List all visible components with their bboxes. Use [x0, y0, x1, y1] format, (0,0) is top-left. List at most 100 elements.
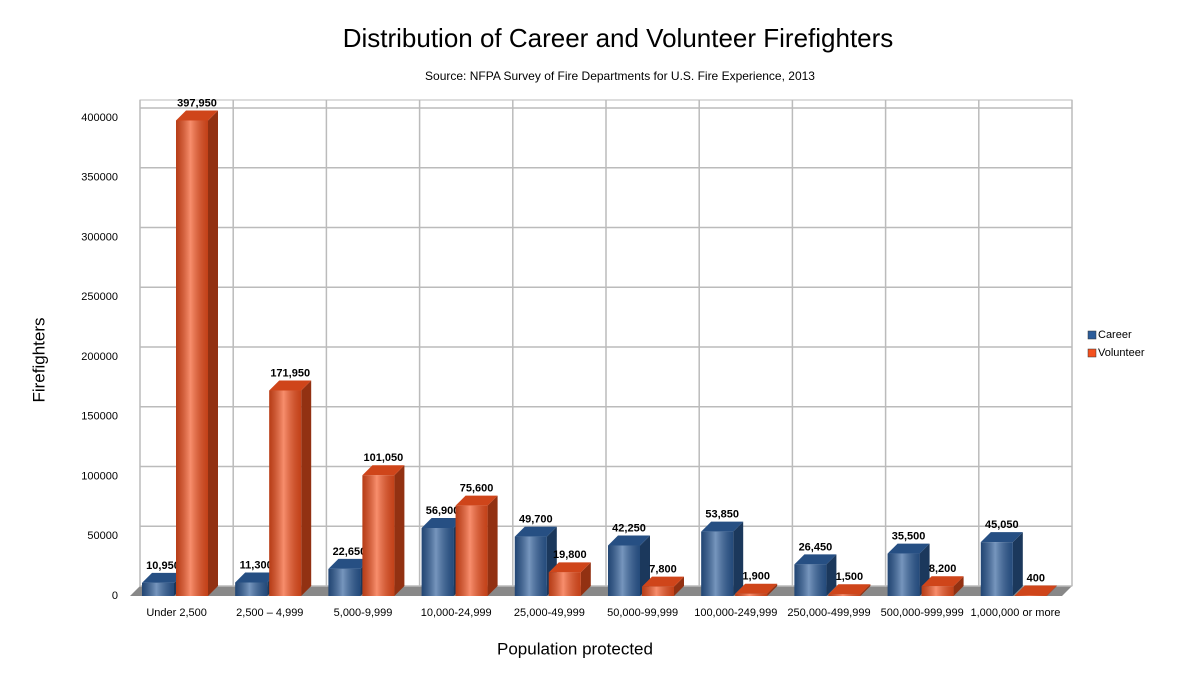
bar-shine — [328, 568, 361, 596]
bar-top — [421, 518, 464, 529]
value-label: 101,050 — [364, 452, 404, 464]
bar-top — [269, 380, 312, 391]
value-label: 49,700 — [519, 514, 553, 526]
value-label: 8,200 — [929, 563, 957, 575]
x-tick-label: 1,000,000 or more — [970, 607, 1060, 619]
bar-top — [887, 543, 930, 554]
legend-label: Volunteer — [1098, 347, 1145, 359]
value-label: 22,650 — [333, 546, 367, 558]
bar-top — [1014, 585, 1057, 596]
x-tick-label: Under 2,500 — [146, 607, 207, 619]
bar-top — [828, 584, 871, 595]
bar-shine — [362, 475, 395, 596]
value-label: 7,800 — [649, 564, 677, 576]
bar-top — [642, 576, 684, 587]
bar-top — [176, 110, 218, 121]
bar-shine — [608, 545, 640, 596]
x-tick-label: 25,000-49,999 — [514, 607, 585, 619]
x-tick-label: 50,000-99,999 — [607, 607, 678, 619]
bar-shine — [701, 531, 734, 596]
value-label: 45,050 — [985, 519, 1019, 531]
bar-top — [608, 535, 650, 546]
bar-shine — [921, 586, 954, 596]
bar-side — [487, 495, 498, 596]
x-axis-label: Population protected — [497, 639, 653, 658]
chart-subtitle: Source: NFPA Survey of Fire Departments … — [425, 69, 815, 83]
value-label: 1,500 — [836, 571, 864, 583]
legend-swatch — [1087, 330, 1097, 340]
bar-side — [953, 576, 964, 596]
value-label: 75,600 — [460, 483, 494, 495]
bar-top — [548, 562, 591, 573]
y-tick-label: 200000 — [81, 351, 118, 363]
value-label: 35,500 — [892, 530, 926, 542]
x-tick-label: 10,000-24,999 — [421, 607, 492, 619]
bar-top — [701, 521, 744, 532]
x-tick-label: 5,000-9,999 — [334, 607, 393, 619]
value-label: 19,800 — [553, 549, 587, 561]
bar-shine — [269, 390, 302, 596]
bar-top — [455, 495, 498, 506]
y-tick-label: 400000 — [81, 112, 118, 124]
bar-top — [328, 558, 371, 569]
bar-shine — [642, 586, 674, 596]
bar-shine — [980, 542, 1013, 596]
bar-side — [1046, 585, 1057, 596]
value-label: 42,250 — [612, 522, 646, 534]
bar-side — [640, 535, 650, 596]
y-tick-label: 0 — [112, 590, 118, 602]
bar-top — [514, 526, 557, 537]
y-tick-label: 300000 — [81, 231, 118, 243]
bar-side — [580, 562, 591, 596]
bar-shine — [887, 553, 920, 596]
legend-label: Career — [1098, 329, 1132, 341]
bar-shine — [735, 593, 768, 596]
x-tick-label: 500,000-999,999 — [881, 607, 964, 619]
bar-top — [921, 576, 964, 587]
value-label: 400 — [1027, 572, 1045, 584]
value-label: 56,900 — [426, 505, 460, 517]
bar-shine — [455, 505, 488, 596]
value-label: 171,950 — [270, 367, 310, 379]
y-tick-label: 100000 — [81, 470, 118, 482]
bar-side — [208, 110, 218, 596]
bar-shine — [514, 536, 547, 596]
bar-side — [674, 576, 684, 596]
bar-side — [826, 554, 837, 596]
value-label: 397,950 — [177, 97, 217, 109]
bar-side — [394, 465, 405, 596]
y-tick-label: 150000 — [81, 411, 118, 423]
bar-top — [980, 532, 1023, 543]
y-axis-label: Firefighters — [29, 317, 48, 402]
bar-top — [142, 572, 184, 583]
value-label: 1,900 — [742, 571, 770, 583]
bar-shine — [235, 582, 268, 596]
bar-top — [235, 572, 278, 583]
y-tick-label: 350000 — [81, 172, 118, 184]
bar-shine — [828, 594, 861, 596]
bar-side — [860, 584, 871, 596]
bar-side — [733, 521, 744, 596]
bar-shine — [794, 564, 827, 596]
bar-side — [767, 583, 778, 596]
x-tick-label: 250,000-499,999 — [787, 607, 870, 619]
bar-shine — [548, 572, 581, 596]
value-label: 10,950 — [146, 560, 180, 572]
value-label: 53,850 — [705, 509, 739, 521]
value-label: 26,450 — [799, 541, 833, 553]
x-tick-label: 2,500 – 4,999 — [236, 607, 303, 619]
bar-side — [1012, 532, 1023, 596]
bar-side — [301, 380, 312, 596]
bar-top — [794, 554, 837, 565]
y-tick-label: 50000 — [87, 530, 118, 542]
value-label: 11,300 — [240, 559, 273, 571]
y-tick-label: 250000 — [81, 291, 118, 303]
x-tick-label: 100,000-249,999 — [694, 607, 777, 619]
bar-top — [362, 465, 405, 476]
bar-top — [735, 583, 778, 594]
chart-title: Distribution of Career and Volunteer Fir… — [343, 23, 894, 53]
legend-swatch — [1087, 348, 1097, 358]
bar-shine — [176, 120, 208, 596]
bar-shine — [421, 528, 454, 596]
